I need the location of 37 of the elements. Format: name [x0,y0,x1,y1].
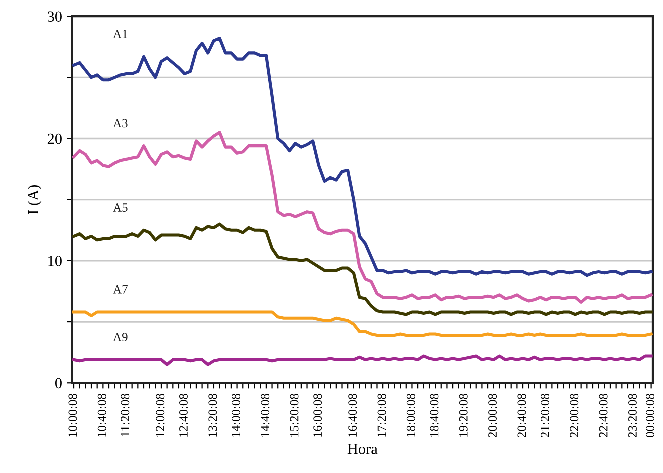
y-tick-label: 0 [55,378,62,389]
x-tick-label: 14:40:08 [261,394,270,437]
x-tick-label: 18:40:08 [430,394,439,437]
series-label: A5 [113,204,128,212]
x-tick-label: 00:00:08 [646,394,654,438]
x-tick-label: 12:00:08 [156,394,165,437]
x-tick-label: 16:40:08 [348,394,358,437]
y-tick-label: 30 [48,12,62,22]
x-axis-title: Hora [348,444,378,454]
y-tick-label: 10 [48,256,62,266]
line-series [72,131,653,304]
x-tick-label: 21:20:08 [541,394,550,438]
series-label: A9 [113,333,128,342]
series-label: A3 [113,119,128,128]
x-tick-label: 22:40:08 [599,394,608,438]
x-tick-label: 23:20:08 [628,394,637,438]
x-tick-label: 10:40:08 [98,394,106,437]
x-tick-label: 20:00:08 [488,394,498,438]
x-tick-label: 12:40:08 [180,394,188,437]
x-tick-label: 19:20:08 [459,394,468,437]
x-tick-label: 16:00:08 [314,394,322,437]
y-tick-label: 20 [48,134,62,144]
y-axis-title: I (A) [28,185,42,214]
x-tick-label: 11:20:08 [121,394,130,436]
x-tick-label: 14:00:08 [232,394,240,437]
series-label: A1 [113,30,128,38]
x-tick-label: 13:20:08 [208,394,218,437]
x-tick-label: 20:40:08 [518,394,526,438]
x-tick-label: 17:20:08 [378,394,386,437]
series-label: A7 [113,285,128,294]
x-tick-label: 15:20:08 [290,394,299,437]
line-series [72,222,653,316]
line-series [72,37,653,278]
x-tick-label: 22:00:08 [570,394,579,438]
x-tick-label: 18:00:08 [406,394,416,437]
x-tick-label: 10:00:08 [68,394,78,437]
line-series [72,354,653,366]
